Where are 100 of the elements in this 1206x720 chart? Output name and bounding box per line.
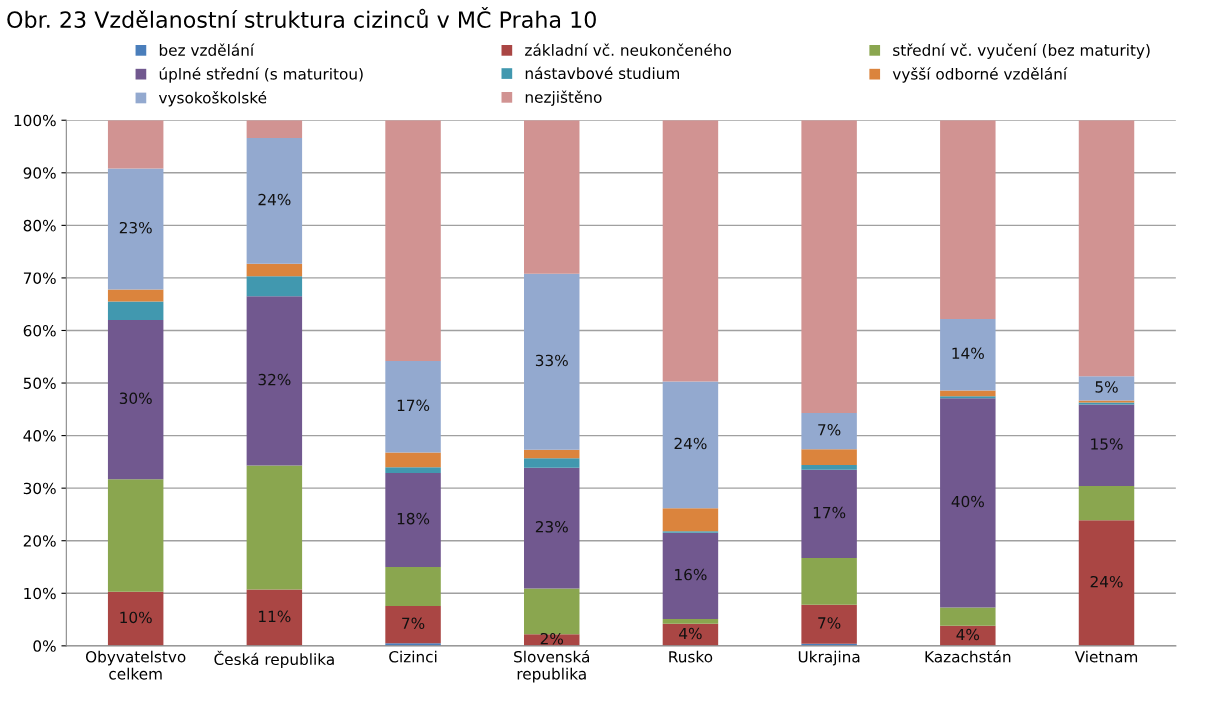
data-label: 24% (1090, 575, 1123, 588)
bar (662, 532, 719, 620)
data-label: 24% (674, 437, 707, 450)
x-tick-label: Česká republika (214, 650, 334, 669)
data-label: 15% (1091, 438, 1123, 450)
bar (107, 591, 164, 646)
legend-label: střední vč. vyučení (bez maturity) (893, 43, 1150, 59)
bar (662, 120, 719, 382)
bar (246, 263, 303, 277)
bar (246, 138, 303, 264)
data-label: 23% (119, 221, 152, 234)
y-tick-label: 60% (23, 324, 56, 337)
bar (107, 120, 164, 169)
bar (107, 479, 164, 592)
bar (385, 472, 441, 567)
y-tick-label: 80% (23, 219, 56, 232)
bar (1078, 520, 1135, 646)
bar (246, 296, 303, 466)
data-label: 16% (675, 568, 707, 581)
bar (1078, 486, 1135, 521)
bar (940, 120, 996, 319)
data-label: 4% (679, 627, 702, 640)
data-label: 7% (818, 617, 841, 629)
y-tick-label: 30% (23, 482, 56, 495)
data-label: 7% (818, 424, 841, 436)
bar (524, 588, 580, 635)
legend-label: základní vč. neukončeného (525, 43, 732, 56)
legend-label: úplné střední (s maturitou) (159, 67, 363, 83)
bar (107, 289, 164, 302)
bar (940, 398, 996, 608)
bar (246, 276, 303, 297)
bar (246, 120, 303, 139)
y-tick-label: 70% (23, 272, 56, 284)
chart-title: Obr. 23 Vzdělanostní struktura cizinců v MČ Praha 10 (7, 7, 596, 28)
bar (524, 120, 580, 274)
data-label: 14% (952, 347, 984, 360)
bar (246, 589, 303, 646)
bar (662, 381, 719, 509)
bar (107, 168, 164, 290)
y-tick-label: 100% (14, 114, 56, 127)
bar (1078, 376, 1135, 401)
bar (107, 319, 164, 480)
bar (801, 469, 857, 559)
data-label: 4% (956, 628, 980, 641)
data-label: 2% (540, 632, 564, 645)
x-tick-label: Ukrajina (798, 650, 860, 666)
y-tick-label: 0% (33, 640, 56, 652)
bar (801, 449, 857, 466)
bar (801, 465, 857, 470)
y-tick-label: 20% (23, 535, 56, 547)
bar (385, 467, 441, 473)
data-label: 23% (535, 520, 568, 533)
bar (662, 508, 719, 532)
legend-label: vysokoškolské (158, 91, 267, 107)
x-tick-label: Cizinci (389, 650, 437, 663)
y-tick-label: 10% (24, 587, 56, 600)
data-label: 33% (535, 354, 568, 367)
bar (801, 413, 857, 450)
x-tick-label: Kazachstán (925, 650, 1011, 663)
legend-label: nástavbové studium (525, 66, 679, 80)
x-tick-label: Vietnam (1074, 650, 1138, 663)
data-label: 5% (1095, 381, 1118, 393)
y-tick-label: 90% (23, 167, 56, 179)
bar (385, 120, 441, 361)
x-tick-label: Obyvatelstvo celkem (85, 650, 186, 680)
data-label: 17% (397, 399, 430, 412)
data-label: 32% (258, 373, 291, 386)
bar (524, 449, 580, 459)
bar (801, 120, 857, 413)
bar (246, 465, 303, 590)
data-label: 7% (402, 617, 425, 629)
bar (1078, 120, 1135, 377)
bar (385, 567, 441, 606)
bar (662, 619, 719, 624)
bar (940, 318, 996, 391)
bar (385, 360, 441, 453)
bar (107, 301, 164, 320)
y-tick-label: 50% (23, 377, 56, 390)
data-label: 40% (951, 495, 984, 508)
bar (385, 452, 441, 468)
bar (801, 604, 857, 644)
x-tick-label: Rusko (669, 650, 713, 663)
bar (940, 396, 996, 399)
data-label: 11% (259, 610, 291, 623)
bar (524, 467, 580, 589)
data-label: 30% (119, 392, 152, 405)
legend-label: nezjištěno (525, 90, 602, 106)
bar (940, 607, 996, 626)
data-label: 10% (120, 611, 152, 624)
legend-label: vyšší odborné vzdělání (892, 67, 1068, 83)
data-label: 18% (397, 512, 430, 525)
bar (524, 273, 580, 450)
data-label: 17% (813, 506, 846, 519)
y-tick-label: 40% (23, 430, 56, 442)
x-tick-label: Slovenská republika (514, 650, 590, 683)
bar (801, 558, 857, 605)
data-label: 24% (258, 193, 291, 206)
bar (524, 458, 580, 468)
bar (1078, 404, 1135, 487)
bar (940, 390, 996, 397)
